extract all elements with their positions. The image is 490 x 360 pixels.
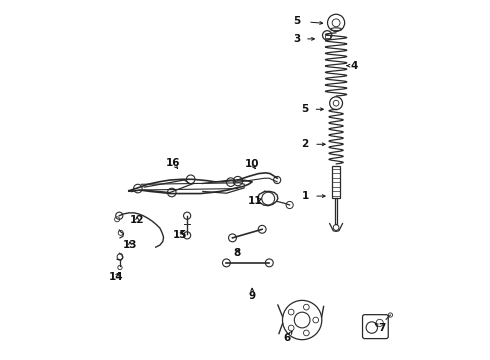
Text: 1: 1: [301, 191, 309, 201]
Text: 16: 16: [166, 158, 180, 168]
Text: 4: 4: [350, 61, 358, 71]
Bar: [335, 198, 337, 224]
Text: 12: 12: [130, 215, 145, 225]
Text: 5: 5: [293, 16, 300, 26]
Text: 5: 5: [301, 104, 309, 114]
Text: 9: 9: [248, 291, 256, 301]
Text: 8: 8: [234, 248, 241, 258]
Text: 14: 14: [108, 272, 123, 282]
Text: 7: 7: [378, 323, 385, 333]
Text: 10: 10: [245, 159, 259, 169]
Bar: [325, 35, 330, 38]
Text: 13: 13: [122, 240, 137, 250]
Text: 15: 15: [173, 230, 187, 240]
Bar: [332, 166, 340, 198]
Text: 6: 6: [284, 333, 291, 343]
Text: 2: 2: [301, 139, 309, 149]
Text: 3: 3: [293, 34, 300, 44]
Text: 11: 11: [248, 197, 262, 206]
